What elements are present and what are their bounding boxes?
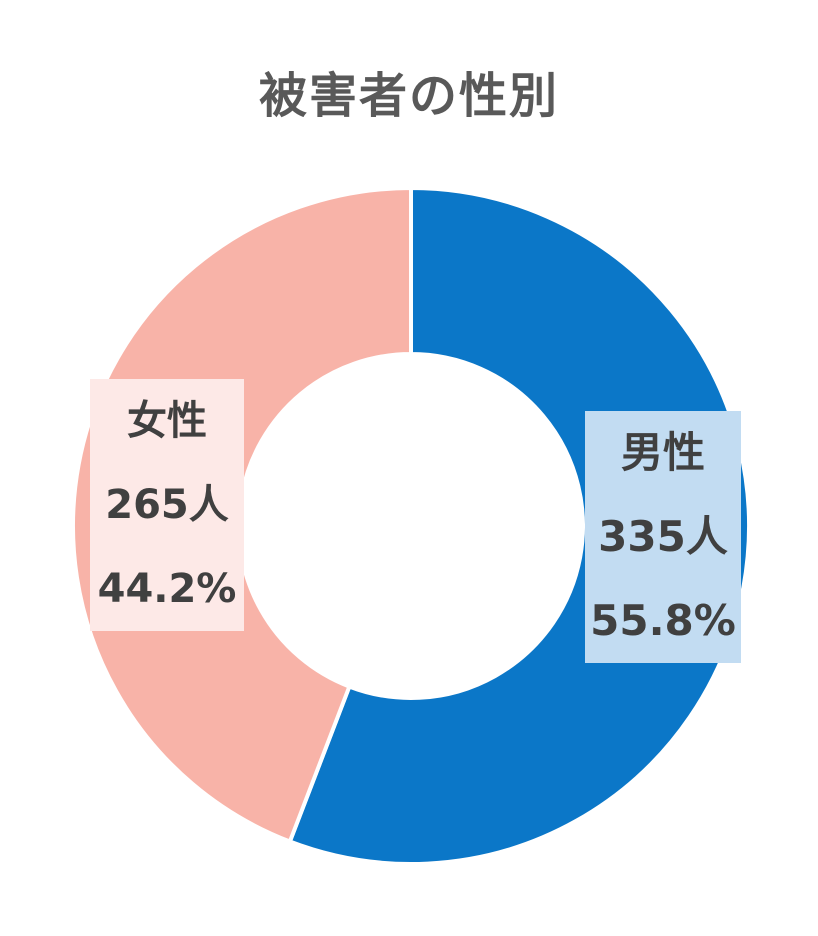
count-label-male: 335人 — [598, 512, 728, 561]
percent-label-female: 44.2% — [97, 566, 237, 612]
data-label-female: 女性 265人 44.2% — [90, 379, 244, 631]
count-label-female: 265人 — [105, 482, 229, 528]
category-label-female: 女性 — [127, 398, 207, 444]
percent-label-male: 55.8% — [590, 596, 736, 645]
donut-slice-male — [287, 185, 751, 866]
category-label-male: 男性 — [620, 428, 705, 477]
data-label-male: 男性 335人 55.8% — [585, 411, 741, 663]
chart-title: 被害者の性別 — [258, 68, 559, 124]
